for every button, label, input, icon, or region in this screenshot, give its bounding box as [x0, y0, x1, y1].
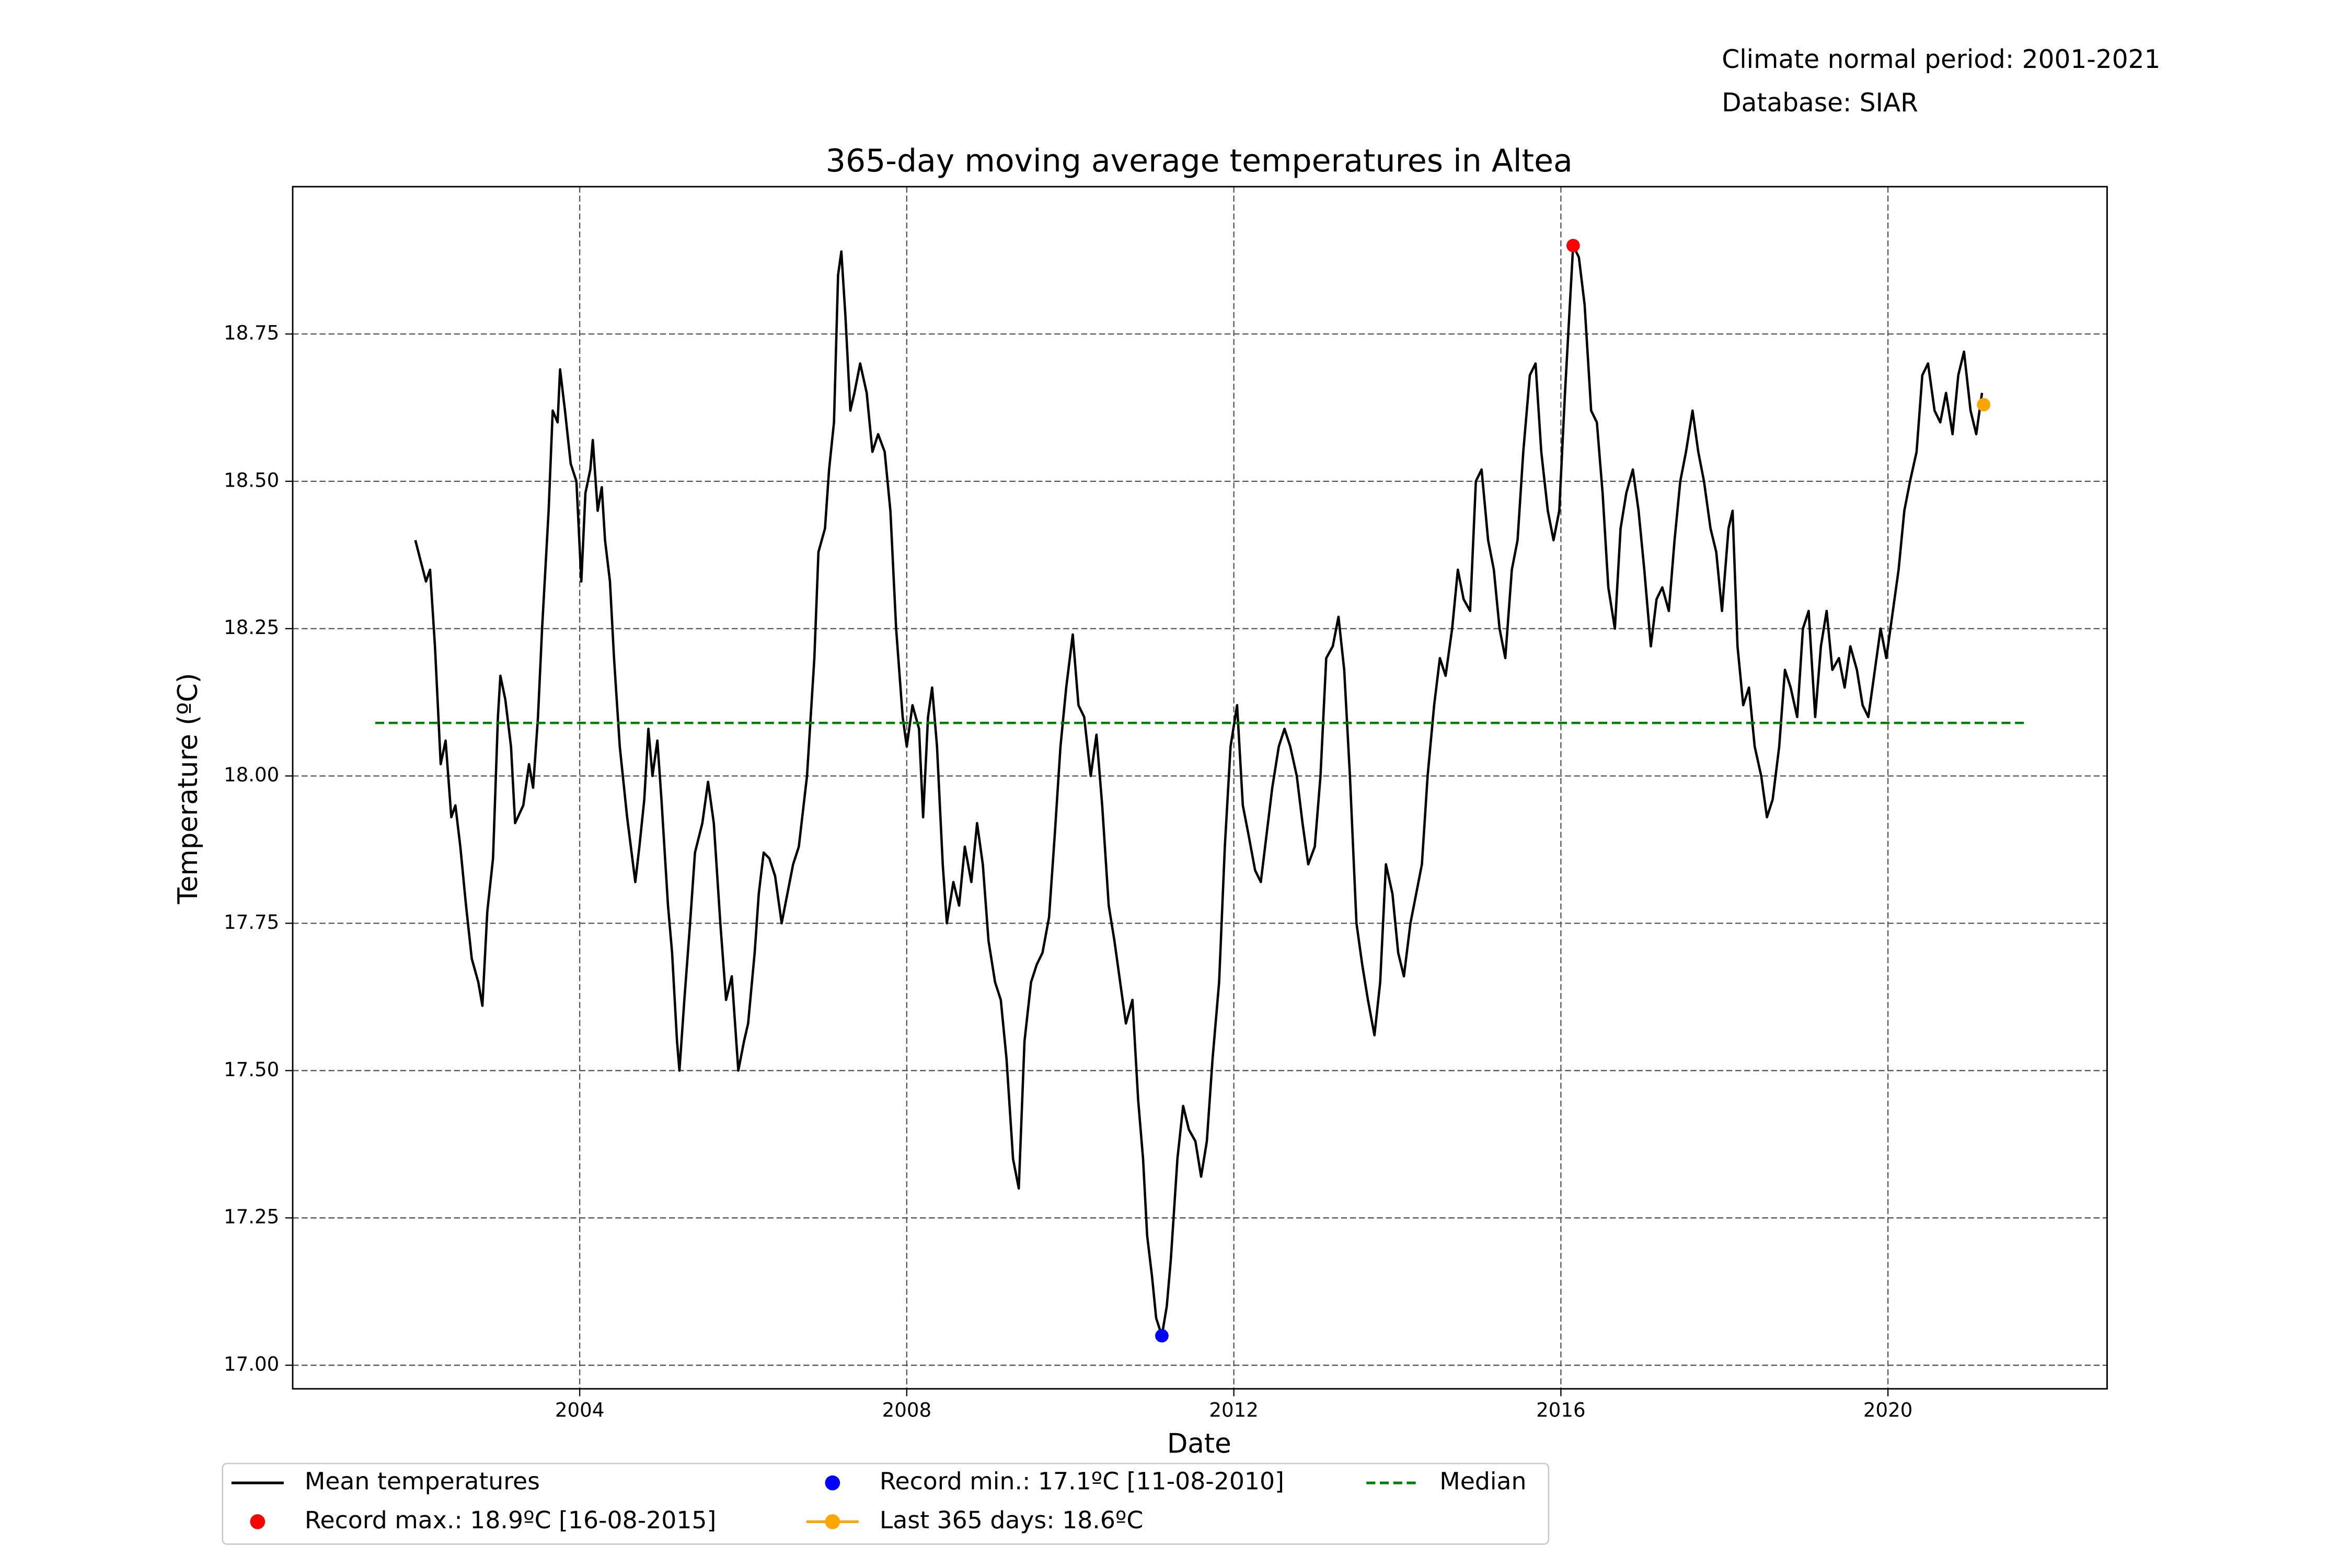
x-tick-label: 2020 [1863, 1399, 1912, 1422]
legend-box [222, 1462, 1550, 1545]
point-marker [1566, 239, 1580, 252]
y-tick-label: 18.25 [224, 616, 279, 639]
legend-label: Last 365 days: 18.6ºC [880, 1506, 1144, 1534]
plot-frame [292, 186, 2108, 1390]
y-axis-label: Temperature (ºC) [172, 673, 204, 904]
x-axis-label: Date [1167, 1428, 1231, 1460]
annotation: Database: SIAR [1722, 88, 1918, 118]
y-tick-label: 17.75 [224, 911, 279, 933]
x-tick-label: 2004 [555, 1399, 604, 1422]
point-marker [1155, 1329, 1169, 1343]
y-tick-label: 17.25 [224, 1206, 279, 1228]
chart-title: 365-day moving average temperatures in A… [826, 143, 1573, 179]
legend-label: Record max.: 18.9ºC [16-08-2015] [305, 1506, 716, 1534]
y-tick-label: 17.50 [224, 1058, 279, 1081]
legend-label: Mean temperatures [305, 1468, 540, 1495]
point-marker [1977, 398, 1991, 412]
legend-swatch [825, 1475, 840, 1491]
legend-swatch [250, 1514, 266, 1529]
y-tick-label: 18.00 [224, 764, 279, 786]
legend-label: Median [1439, 1468, 1526, 1495]
x-tick-label: 2012 [1209, 1399, 1258, 1422]
legend-swatch [825, 1514, 840, 1529]
x-tick-label: 2016 [1536, 1399, 1585, 1422]
y-tick-label: 18.75 [224, 322, 279, 344]
y-tick-label: 18.50 [224, 469, 279, 491]
legend-label: Record min.: 17.1ºC [11-08-2010] [880, 1468, 1284, 1495]
annotation: Climate normal period: 2001-2021 [1722, 45, 2160, 74]
y-tick-label: 17.00 [224, 1353, 279, 1376]
x-tick-label: 2008 [882, 1399, 931, 1422]
